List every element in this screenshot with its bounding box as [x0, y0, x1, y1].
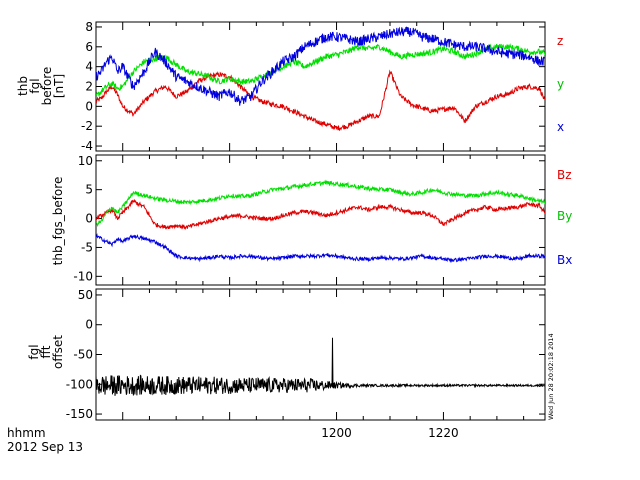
panel-2-ytick-label: -5 — [81, 240, 93, 254]
legend-bx: Bx — [557, 253, 572, 267]
panel-3-ytick-label: 50 — [78, 288, 93, 302]
panel-1-ytick-label: -4 — [81, 139, 93, 153]
plot-timestamp: Wed Jun 28 20:02:18 2014 — [547, 333, 555, 420]
panel-2-series-bx — [96, 233, 545, 264]
panel-3-ytick-label: -100 — [66, 377, 93, 391]
panel-3-ytick-label: -50 — [73, 348, 93, 362]
panel-1-ytick-label: 8 — [85, 20, 93, 34]
data-series — [96, 26, 545, 396]
panel-1-ylabel-line-1: thb — [16, 76, 30, 96]
panel-1-ylabel-line-3: before — [40, 67, 54, 106]
panel-2-ytick-label: 0 — [85, 212, 93, 226]
legend-bz: Bz — [557, 168, 572, 182]
time-axis-label-date: 2012 Sep 13 — [7, 440, 83, 454]
panel-3-series-offset — [96, 337, 545, 396]
panel-2-frame — [95, 154, 546, 286]
panel-3-frame — [95, 288, 546, 421]
panel-2-legend: Bz By Bx — [557, 168, 572, 267]
panel-1-ytick-label: 6 — [85, 40, 93, 54]
time-axis-label-hhmm: hhmm — [7, 426, 46, 440]
legend-x: x — [557, 120, 564, 134]
panel-1-legend: z y x — [557, 34, 564, 134]
panel-1-ytick-label: 2 — [85, 80, 93, 94]
panel-2-ytick-label: 10 — [78, 154, 93, 168]
time-tick-label: 1220 — [428, 426, 459, 440]
panel-3-ylabel-line-2: fft — [39, 345, 53, 358]
legend-z: z — [557, 34, 563, 48]
panel-1-ytick-label: 4 — [85, 60, 93, 74]
legend-by: By — [557, 209, 572, 223]
legend-y: y — [557, 77, 564, 91]
panel-2-ytick-label: -10 — [73, 269, 93, 283]
panel-3-ylabel-line-3: offset — [51, 335, 65, 369]
panel-1-ylabel: thb fgl before [nT] — [16, 67, 66, 106]
panel-2-ytick-label: 5 — [85, 183, 93, 197]
panel-1-series-x — [96, 26, 545, 106]
panel-3-ylabel-line-1: fgl — [27, 344, 41, 359]
panel-1-ylabel-line-2: fgl — [28, 78, 42, 93]
panel-1-series-y — [96, 43, 545, 97]
panel-1-ylabel-line-4: [nT] — [52, 74, 66, 98]
panel-1-ytick-label: -2 — [81, 119, 93, 133]
panel-1-series-z — [96, 69, 545, 132]
panel-2-series-bz — [96, 198, 545, 230]
panel-2-series-by — [96, 179, 545, 228]
time-tick-label: 1200 — [321, 426, 352, 440]
panel-1-ytick-label: 0 — [85, 99, 93, 113]
panel-3-ytick-label: 0 — [85, 318, 93, 332]
panel-3-ylabel: fgl fft offset — [27, 335, 65, 369]
panel-2-ylabel: thb_fgs_before — [51, 177, 65, 266]
panel-3-ytick-label: -150 — [66, 407, 93, 421]
